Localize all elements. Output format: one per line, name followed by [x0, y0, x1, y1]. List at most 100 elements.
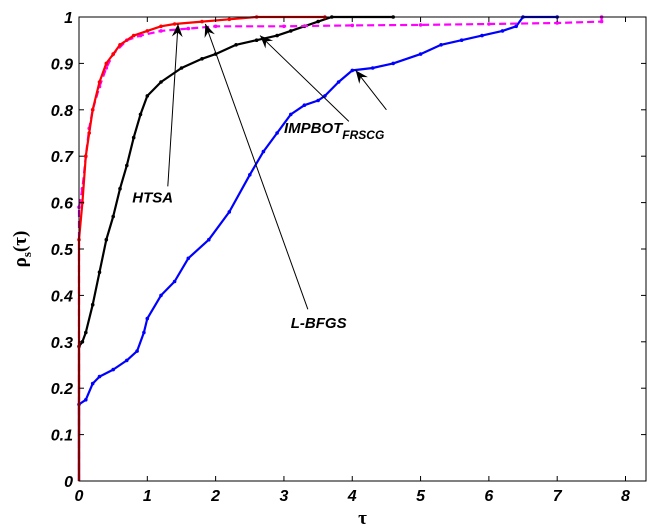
series-point-black [234, 43, 238, 47]
y-tick-label: 0.4 [51, 288, 73, 305]
series-point-htsa [97, 80, 102, 84]
series-point-l-bfgs [135, 349, 139, 353]
y-axis-title: ρs(τ) [10, 231, 34, 268]
series-point-black [275, 33, 279, 38]
series-point-htsa [172, 22, 177, 26]
y-tick-label: 0 [64, 474, 73, 491]
series-point-black [118, 186, 122, 191]
series-point-black [289, 29, 293, 33]
series-point-black [84, 330, 88, 335]
series-point-l-bfgs [84, 398, 88, 402]
series-point-black [254, 38, 259, 42]
series-point-l-bfgs [459, 38, 464, 42]
series-point-htsa [118, 43, 122, 47]
series-point-impbot-frscg [555, 21, 559, 25]
series-point-black [138, 112, 143, 117]
series-point-htsa [131, 33, 136, 38]
x-tick-label: 4 [347, 488, 357, 505]
series-point-l-bfgs [248, 173, 252, 177]
y-tick-label: 0.6 [51, 196, 73, 213]
annotation-label-impbot: IMPBOTFRSCG [284, 120, 384, 142]
y-tick-label: 0.9 [51, 56, 73, 73]
series-layer [77, 15, 604, 481]
series-point-l-bfgs [316, 98, 320, 103]
annotation-line-lbfgs [204, 23, 309, 310]
series-point-impbot-frscg [282, 24, 286, 29]
series-line-black [77, 15, 394, 481]
x-tick-label: 1 [143, 488, 152, 505]
series-point-htsa [84, 154, 88, 158]
ticks-layer: 0 1 2 3 4 5 6 7 8 0 0.1 0.2 0.3 0.4 0.5 0.6 0.7 0.8 0.9 1 [51, 10, 646, 505]
series-point-l-bfgs [418, 52, 423, 56]
series-point-l-bfgs [207, 237, 211, 242]
series-point-black [131, 135, 136, 140]
plot-frame [78, 16, 647, 482]
series-point-l-bfgs [159, 293, 163, 298]
series-point-black [200, 57, 204, 61]
y-tick-label: 0.5 [51, 242, 74, 259]
series-point-impbot-frscg [213, 24, 218, 29]
series-point-impbot-frscg [487, 22, 491, 26]
series-point-htsa [200, 19, 204, 24]
annotation-layer: HTSA IMPBOTFRSCG L-BFGS [132, 23, 387, 332]
x-tick-label: 3 [279, 488, 288, 505]
series-point-l-bfgs [97, 374, 102, 379]
y-axis-title-main: ρ [10, 257, 31, 267]
y-tick-label: 0.8 [51, 103, 73, 120]
series-point-htsa [111, 52, 115, 56]
y-axis-title-tail: (τ) [10, 231, 31, 252]
series-point-l-bfgs [289, 112, 293, 117]
y-axis-title-sub: s [19, 252, 34, 257]
series-point-impbot-frscg [418, 23, 423, 27]
series-point-black [125, 163, 129, 168]
series-point-black [179, 66, 184, 70]
y-tick-label: 0.7 [51, 149, 74, 166]
series-point-l-bfgs [186, 256, 191, 261]
series-point-black [145, 94, 150, 98]
series-point-l-bfgs [439, 43, 443, 47]
series-point-l-bfgs [145, 316, 150, 321]
series-point-l-bfgs [227, 210, 232, 214]
series-point-l-bfgs [514, 24, 518, 29]
series-point-l-bfgs [336, 80, 341, 84]
series-point-htsa [145, 29, 150, 33]
annotation-label-lbfgs: L-BFGS [291, 315, 347, 332]
series-point-impbot-frscg [350, 23, 355, 28]
series-point-black [316, 19, 320, 24]
x-tick-label: 6 [484, 488, 493, 505]
series-point-black [97, 270, 102, 275]
series-line-l-bfgs [77, 15, 558, 481]
x-tick-label: 0 [75, 488, 84, 505]
series-line-htsa [77, 15, 325, 481]
series-point-l-bfgs [90, 381, 95, 386]
series-point-black [104, 237, 109, 242]
series-point-black [111, 214, 115, 219]
x-tick-label: 5 [416, 488, 426, 505]
series-point-black [90, 302, 95, 307]
annotation-arrowhead-lbfgs [204, 23, 215, 38]
x-tick-label: 8 [621, 488, 630, 505]
annotation-label-htsa: HTSA [132, 190, 173, 207]
series-point-impbot-frscg [159, 29, 163, 33]
series-point-htsa [87, 131, 91, 135]
series-point-l-bfgs [172, 279, 177, 284]
annotation-line-impbot [259, 35, 350, 122]
y-tick-label: 0.2 [51, 381, 73, 398]
series-point-htsa [104, 61, 109, 66]
series-point-htsa [90, 108, 95, 112]
series-point-htsa [159, 24, 163, 29]
annotation-arrowhead-lbfgs2 [355, 70, 368, 84]
series-point-l-bfgs [480, 33, 484, 38]
x-tick-label: 2 [210, 488, 220, 505]
y-tick-label: 1 [64, 10, 73, 27]
y-tick-label: 0.1 [51, 428, 73, 445]
series-point-l-bfgs [142, 330, 146, 335]
series-point-htsa [227, 17, 232, 22]
series-point-impbot-frscg [599, 19, 604, 24]
series-point-black [159, 80, 163, 84]
x-tick-label: 7 [553, 488, 563, 505]
annotation-arrowhead-htsa [171, 23, 183, 38]
series-point-l-bfgs [350, 68, 355, 73]
series-point-l-bfgs [302, 103, 307, 107]
